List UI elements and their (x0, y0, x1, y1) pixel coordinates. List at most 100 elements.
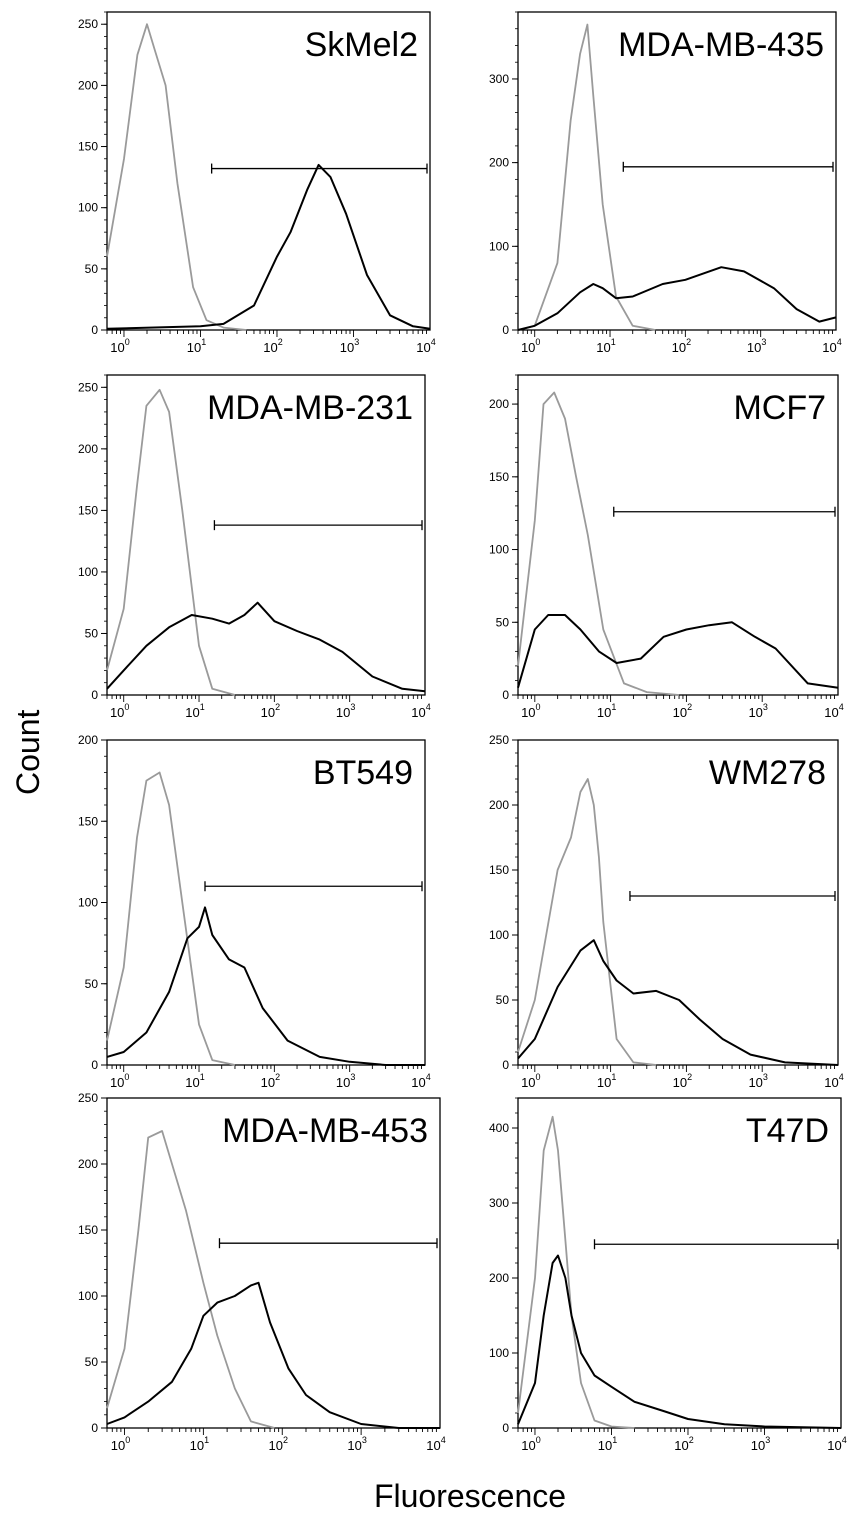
panel-title: WM278 (709, 754, 826, 792)
control-histogram-line (517, 778, 657, 1066)
y-tick-label: 300 (489, 1196, 509, 1210)
x-tick-label: 102 (261, 1072, 280, 1090)
y-tick-label: 200 (489, 156, 509, 170)
y-tick-label: 100 (78, 1289, 98, 1303)
x-tick-label: 104 (827, 1435, 846, 1453)
panel-6: 0 50 100 150 200 250 100 101 102 103 104 WM278 (489, 733, 844, 1090)
x-tick-label: 101 (190, 1435, 209, 1453)
control-histogram-line (106, 23, 247, 331)
y-tick-label: 100 (78, 565, 98, 579)
y-tick-label: 0 (91, 1421, 98, 1435)
y-tick-label: 250 (78, 17, 98, 31)
x-tick-label: 103 (336, 702, 355, 720)
panel-3: 0 50 100 150 200 250 100 101 102 103 104 MDA-MB-231 (78, 374, 431, 720)
y-tick-label: 250 (78, 380, 98, 394)
y-tick-label: 0 (502, 1421, 509, 1435)
y-tick-label: 150 (78, 1223, 98, 1237)
y-tick-label: 400 (489, 1121, 509, 1135)
x-tick-label: 100 (521, 337, 540, 355)
x-tick-label: 102 (673, 702, 692, 720)
y-tick-label: 100 (489, 543, 509, 557)
panel-4: 0 50 100 150 200 100 101 102 103 104 MCF7 (489, 374, 844, 720)
y-tick-label: 250 (489, 733, 509, 747)
y-tick-label: 200 (78, 78, 98, 92)
y-tick-label: 150 (78, 814, 98, 828)
control-histogram-line (517, 391, 680, 696)
sample-histogram-line (106, 163, 431, 330)
panel-7: 0 50 100 150 200 250 100 101 102 103 104 MDA-MB-453 (78, 1091, 446, 1453)
sample-histogram-line (106, 906, 425, 1066)
x-tick-label: 104 (824, 702, 843, 720)
control-histogram-line (517, 23, 656, 331)
y-tick-label: 250 (78, 1091, 98, 1105)
x-tick-label: 100 (521, 1435, 540, 1453)
x-tick-label: 103 (336, 1072, 355, 1090)
x-tick-label: 103 (340, 337, 359, 355)
x-tick-label: 103 (347, 1435, 366, 1453)
x-tick-label: 101 (596, 337, 615, 355)
x-tick-label: 100 (111, 1435, 130, 1453)
sample-histogram-line (517, 1254, 842, 1429)
x-tick-label: 102 (673, 1072, 692, 1090)
x-tick-label: 100 (521, 1072, 540, 1090)
y-tick-label: 0 (502, 323, 509, 337)
y-tick-label: 200 (78, 733, 98, 747)
y-tick-label: 200 (78, 1157, 98, 1171)
x-tick-label: 104 (824, 1072, 843, 1090)
y-axis-label-text: Count (10, 709, 46, 795)
sample-histogram-line (106, 601, 426, 693)
x-tick-label: 102 (269, 1435, 288, 1453)
y-tick-label: 200 (489, 397, 509, 411)
y-tick-label: 150 (78, 503, 98, 517)
x-tick-label: 104 (426, 1435, 445, 1453)
panel-8: 0 100 200 300 400 100 101 102 103 104 T47D (489, 1097, 847, 1453)
panel-title: MDA-MB-231 (207, 389, 413, 427)
plot-frame (517, 11, 837, 331)
x-tick-label: 102 (261, 702, 280, 720)
control-histogram-line (517, 1115, 635, 1429)
sample-histogram-line (517, 939, 839, 1066)
x-tick-label: 100 (110, 1072, 129, 1090)
panel-title: MDA-MB-453 (222, 1112, 428, 1150)
panel-title: BT549 (313, 754, 413, 792)
x-tick-label: 103 (747, 337, 766, 355)
y-tick-label: 0 (91, 323, 98, 337)
x-tick-label: 103 (748, 1072, 767, 1090)
y-tick-label: 150 (489, 863, 509, 877)
y-tick-label: 50 (85, 626, 99, 640)
x-tick-label: 104 (411, 1072, 430, 1090)
panel-2: 0 100 200 300 100 101 102 103 104 MDA-MB-435 (489, 11, 842, 355)
y-tick-label: 100 (489, 1346, 509, 1360)
plot-frame (517, 739, 839, 1066)
x-tick-label: 104 (416, 337, 435, 355)
x-tick-label: 103 (751, 1435, 770, 1453)
y-tick-label: 100 (489, 928, 509, 942)
x-tick-label: 100 (110, 702, 129, 720)
y-tick-label: 200 (489, 798, 509, 812)
y-tick-label: 50 (496, 993, 510, 1007)
y-tick-label: 150 (78, 140, 98, 154)
y-tick-label: 0 (91, 688, 98, 702)
y-tick-label: 100 (78, 896, 98, 910)
y-tick-label: 150 (489, 470, 509, 484)
sample-histogram-line (517, 266, 837, 331)
control-histogram-line (106, 388, 236, 696)
x-tick-label: 101 (597, 702, 616, 720)
control-histogram-line (106, 1130, 275, 1429)
x-axis-label: Fluorescence (373, 1478, 567, 1514)
x-tick-label: 100 (521, 702, 540, 720)
panel-title: SkMel2 (305, 26, 418, 64)
y-tick-label: 100 (489, 239, 509, 253)
x-tick-label: 102 (674, 1435, 693, 1453)
panel-title: MDA-MB-435 (618, 26, 824, 64)
y-tick-label: 300 (489, 72, 509, 86)
y-axis-label: Count (8, 710, 48, 797)
x-tick-label: 102 (672, 337, 691, 355)
y-tick-label: 200 (78, 442, 98, 456)
y-tick-label: 0 (502, 1058, 509, 1072)
panel-title: T47D (746, 1112, 829, 1150)
panel-5: 0 50 100 150 200 100 101 102 103 104 BT549 (78, 733, 431, 1090)
x-tick-label: 101 (185, 1072, 204, 1090)
x-tick-label: 104 (411, 702, 430, 720)
